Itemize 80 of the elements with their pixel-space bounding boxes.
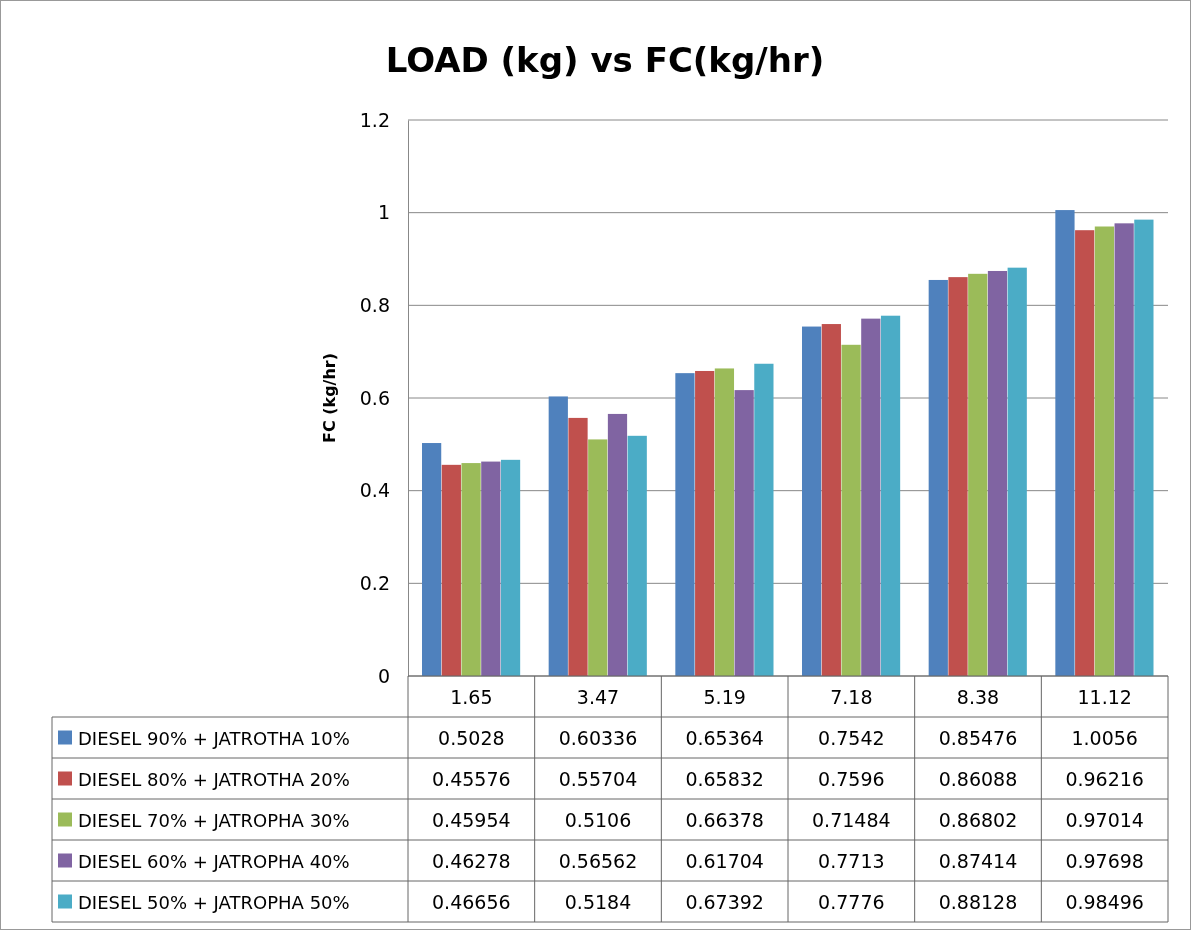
bar [461, 463, 481, 676]
bar [841, 344, 861, 676]
bar [500, 459, 521, 676]
data-label: 0.97698 [1065, 849, 1144, 872]
data-label: 0.7542 [818, 726, 885, 749]
bar [548, 396, 568, 676]
bar [880, 315, 901, 676]
bar [1134, 219, 1154, 676]
y-axis-title: FC (kg/hr) [320, 352, 339, 444]
bar [588, 439, 608, 676]
data-label: 0.98496 [1065, 890, 1144, 913]
y-tick-label: 0.8 [359, 293, 390, 316]
data-label: 0.96216 [1065, 767, 1144, 790]
chart-title: LOAD (kg) vs FC(kg/hr) [385, 40, 825, 80]
data-label: 0.55704 [558, 767, 638, 790]
data-label: 0.5106 [564, 808, 632, 831]
data-label: 0.85476 [938, 726, 1018, 749]
legend-label: DIESEL 60% + JATROPHA 40% [78, 850, 350, 872]
y-tick-label: 1 [377, 201, 390, 224]
y-tick-label: 1.2 [359, 108, 390, 131]
bar [607, 413, 628, 676]
y-tick-label: 0.6 [359, 386, 390, 409]
bar [1007, 267, 1027, 676]
bar [821, 324, 841, 676]
data-label: 0.86088 [938, 767, 1018, 790]
data-label: 0.66378 [685, 808, 764, 831]
x-tick-label: 3.47 [576, 685, 620, 708]
bar [568, 417, 588, 676]
bar [1114, 223, 1134, 676]
data-label: 0.7713 [818, 849, 885, 872]
bar [675, 373, 695, 676]
bar [987, 270, 1008, 676]
x-tick-label: 8.38 [956, 685, 1000, 708]
x-tick-label: 5.19 [703, 685, 746, 708]
bar [441, 464, 461, 676]
data-label: 0.65364 [685, 726, 764, 749]
bar [948, 277, 968, 676]
data-label: 0.67392 [685, 890, 764, 913]
data-label: 0.46656 [432, 890, 511, 913]
data-label: 0.65832 [685, 767, 764, 790]
data-label: 0.5184 [564, 890, 632, 913]
data-label: 0.56562 [558, 849, 638, 872]
x-tick-label: 1.65 [450, 685, 493, 708]
data-label: 0.7596 [818, 767, 885, 790]
bar [627, 435, 647, 676]
data-label: 0.46278 [432, 849, 511, 872]
y-tick-label: 0.4 [359, 479, 390, 502]
bar [1094, 226, 1115, 676]
bar [695, 370, 715, 676]
x-tick-label: 7.18 [830, 685, 873, 708]
bar [1075, 230, 1095, 676]
bar [802, 326, 822, 676]
data-label: 0.88128 [938, 890, 1018, 913]
legend-label: DIESEL 90% + JATROTHA 10% [78, 727, 350, 749]
data-label: 0.61704 [685, 849, 764, 872]
bar [734, 390, 754, 676]
bar [861, 318, 881, 676]
data-label: 0.45576 [432, 767, 511, 790]
bar [714, 368, 735, 676]
bar [422, 443, 442, 676]
legend-label: DIESEL 80% + JATROTHA 20% [78, 768, 350, 790]
y-tick-label: 0.2 [359, 571, 390, 594]
bar [928, 279, 948, 676]
bar [1055, 210, 1075, 676]
x-tick-label: 11.12 [1077, 685, 1132, 708]
legend-label: DIESEL 50% + JATROPHA 50% [78, 891, 350, 913]
data-label: 0.5028 [438, 726, 505, 749]
bar [754, 363, 774, 676]
data-label: 1.0056 [1071, 726, 1138, 749]
data-label: 0.71484 [812, 808, 891, 831]
y-tick-label: 0 [377, 664, 390, 687]
legend-label: DIESEL 70% + JATROPHA 30% [78, 809, 350, 831]
bar [968, 273, 988, 676]
bar [481, 461, 501, 676]
data-label: 0.60336 [558, 726, 638, 749]
data-label: 0.45954 [432, 808, 511, 831]
data-label: 0.97014 [1065, 808, 1144, 831]
data-label: 0.86802 [938, 808, 1018, 831]
data-label: 0.87414 [938, 849, 1018, 872]
data-label: 0.7776 [818, 890, 885, 913]
